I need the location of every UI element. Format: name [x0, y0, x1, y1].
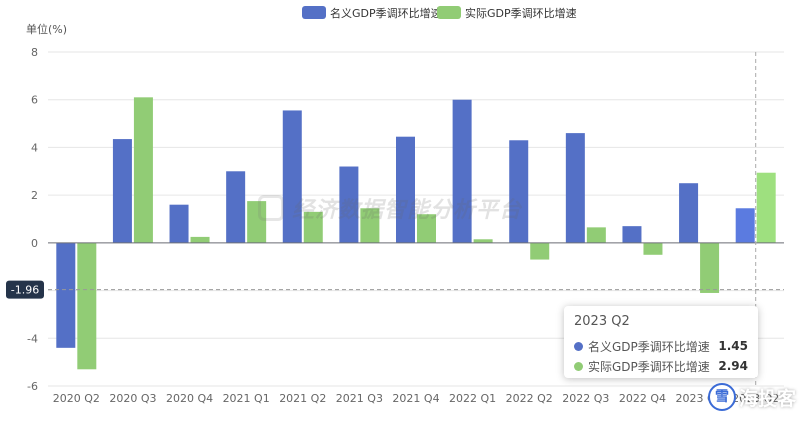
- y-tick-label: -4: [27, 332, 38, 345]
- bar-nominal: [56, 242, 76, 348]
- x-tick-label: 2023 Q2: [732, 392, 779, 405]
- bar-real: [756, 172, 776, 243]
- tooltip: 2023 Q2 名义GDP季调环比增速 1.45 实际GDP季调环比增速 2.9…: [564, 306, 758, 378]
- x-tick-label: 2021 Q4: [392, 392, 439, 405]
- y-tick-label: 8: [31, 46, 38, 59]
- bar-nominal: [509, 140, 529, 243]
- brand-text: 海投客: [738, 387, 796, 410]
- bar-real: [586, 227, 606, 243]
- x-tick-label: 2020 Q3: [109, 392, 156, 405]
- x-tick-label: 2021 Q2: [279, 392, 326, 405]
- tooltip-dot-icon: [574, 341, 583, 351]
- bar-nominal: [226, 171, 246, 243]
- bar-real: [643, 242, 663, 255]
- brand-badge: 雪 海投客: [707, 383, 796, 411]
- bar-nominal: [565, 133, 585, 243]
- y-tick-label: -6: [27, 380, 38, 393]
- brand-logo-icon: 雪: [707, 383, 736, 411]
- bar-real: [700, 242, 720, 293]
- tooltip-series-name: 实际GDP季调环比增速: [588, 359, 710, 374]
- legend-swatch: [302, 6, 326, 19]
- bar-real: [303, 211, 323, 243]
- crosshair-label-bg: [6, 280, 44, 299]
- bar-nominal: [452, 99, 472, 243]
- tooltip-series-value: 2.94: [718, 359, 748, 373]
- tooltip-row-nominal: 名义GDP季调环比增速 1.45: [574, 337, 748, 355]
- y-tick-label: 4: [31, 141, 38, 154]
- legend-label: 实际GDP季调环比增速: [465, 6, 577, 20]
- bar-nominal: [282, 110, 302, 243]
- tooltip-series-name: 名义GDP季调环比增速: [588, 339, 710, 354]
- bar-real: [417, 214, 436, 243]
- bar-nominal: [735, 208, 755, 243]
- tooltip-row-real: 实际GDP季调环比增速 2.94: [574, 357, 748, 375]
- tooltip-series-value: 1.45: [718, 339, 748, 353]
- x-tick-label: 2022 Q3: [562, 392, 609, 405]
- x-tick-label: 2022 Q1: [449, 392, 496, 405]
- bar-nominal: [112, 139, 132, 243]
- bar-real: [247, 201, 267, 243]
- bar-nominal: [396, 136, 415, 243]
- x-tick-label: 2021 Q3: [336, 392, 383, 405]
- y-axis-title: 单位(%): [26, 22, 67, 36]
- legend-swatch: [437, 6, 461, 19]
- x-tick-label: 2020 Q2: [53, 392, 100, 405]
- tooltip-dot-icon: [574, 361, 583, 371]
- x-tick-label: 2022 Q4: [619, 392, 666, 405]
- bar-nominal: [622, 226, 642, 243]
- y-tick-label: 6: [31, 94, 38, 107]
- bar-nominal: [339, 166, 359, 243]
- legend-label: 名义GDP季调环比增速: [330, 6, 442, 20]
- x-tick-label: 2021 Q1: [223, 392, 270, 405]
- bar-real: [530, 242, 550, 260]
- y-tick-label: 2: [31, 189, 38, 202]
- bar-nominal: [679, 183, 699, 243]
- bar-real: [77, 242, 97, 370]
- bar-real: [133, 97, 153, 243]
- bar-real: [360, 208, 380, 243]
- y-tick-label: 0: [31, 237, 38, 250]
- tooltip-title: 2023 Q2: [574, 314, 630, 329]
- crosshair-label: -1.96: [11, 284, 39, 297]
- x-tick-label: 2020 Q4: [166, 392, 213, 405]
- bar-real: [190, 236, 210, 243]
- bar-nominal: [169, 204, 189, 243]
- bar-real: [473, 239, 493, 243]
- x-tick-label: 2022 Q2: [506, 392, 553, 405]
